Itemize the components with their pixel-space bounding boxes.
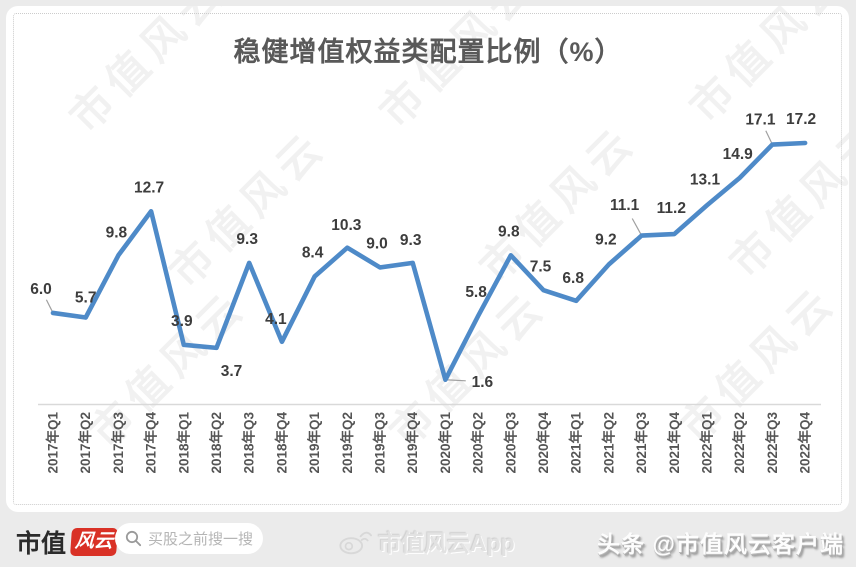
x-axis-tick-label: 2019年Q3 <box>372 412 388 474</box>
data-label: 9.0 <box>366 236 388 253</box>
search-placeholder: 买股之前搜一搜 <box>147 531 253 548</box>
x-axis-tick-label: 2021年Q1 <box>568 412 584 474</box>
weibo-icon <box>339 531 372 555</box>
data-label: 14.9 <box>723 146 754 163</box>
x-axis-tick-label: 2017年Q4 <box>143 412 159 474</box>
line-chart: 6.0 5.7 9.8 12.7 3.9 3.7 9.3 4.1 8.4 10.39.0 9.3 1.… <box>30 111 821 474</box>
data-label: 6.0 <box>30 281 52 298</box>
x-axis-tick-label: 2021年Q4 <box>666 412 682 474</box>
data-label: 3.9 <box>171 313 193 330</box>
app-watermark: 市值风云App <box>338 524 515 558</box>
data-label: 9.3 <box>400 232 422 249</box>
x-axis-tick-label: 2019年Q4 <box>404 412 420 474</box>
series-line <box>50 140 808 383</box>
x-axis-tick-label: 2020年Q3 <box>502 412 518 474</box>
data-label: 9.8 <box>106 224 128 241</box>
x-axis-tick-label: 2022年Q4 <box>797 412 813 474</box>
data-label: 13.1 <box>690 171 721 188</box>
brand-text: 市值 <box>16 531 67 558</box>
data-label: 11.1 <box>610 197 640 214</box>
data-label: 9.8 <box>498 223 520 240</box>
data-label: 1.6 <box>472 374 494 391</box>
x-axis-tick-label: 2018年Q3 <box>241 412 257 474</box>
x-axis-tick-label: 2020年Q2 <box>470 412 486 474</box>
data-label: 5.8 <box>465 284 487 301</box>
chart-card: 市值风云 市值风云 市值风云 市值风云 市值风云 市值风云 市值风云 市值风云 市值风云 <box>6 6 849 512</box>
data-label: 10.3 <box>331 217 362 234</box>
data-label: 11.2 <box>657 200 686 217</box>
x-axis-tick-label: 2018年Q1 <box>175 412 191 474</box>
x-axis-tick-label: 2021年Q2 <box>600 412 616 474</box>
x-axis-tick-label: 2022年Q1 <box>699 412 715 474</box>
x-axis-tick-label: 2022年Q3 <box>764 412 780 474</box>
data-label: 12.7 <box>134 179 164 196</box>
footer-bar: 市值 风云 买股之前搜一搜 市值风云App 头条 @市值风云客户端 <box>0 513 856 567</box>
data-label-leader-line <box>45 299 54 314</box>
data-label-leader-line <box>631 218 643 236</box>
brand-logo: 市值 风云 <box>16 524 118 560</box>
x-axis-tick-label: 2020年Q1 <box>437 412 453 474</box>
data-label: 17.1 <box>745 112 776 129</box>
data-label: 7.5 <box>530 258 552 275</box>
data-label: 5.7 <box>75 290 97 307</box>
x-axis-tick-label: 2022年Q2 <box>731 412 747 474</box>
data-label: 6.8 <box>562 270 584 287</box>
data-label: 3.7 <box>221 363 243 380</box>
x-axis-tick-label: 2019年Q1 <box>306 412 322 474</box>
chart-title: 稳健增值权益类配置比例（%） <box>233 37 623 67</box>
attribution-text: 头条 @市值风云客户端 <box>597 531 844 557</box>
data-label-leader-line <box>765 130 773 145</box>
x-axis-tick-label: 2018年Q4 <box>273 412 289 474</box>
data-label-leader-line <box>445 379 466 382</box>
x-axis-tick-label: 2021年Q3 <box>633 412 649 474</box>
data-label: 9.2 <box>595 232 617 249</box>
data-label: 17.2 <box>786 111 816 128</box>
x-axis-tick-label: 2019年Q2 <box>339 412 355 474</box>
data-label: 4.1 <box>265 311 287 328</box>
brand-badge: 风云 <box>70 528 118 556</box>
x-axis-tick-label: 2017年Q1 <box>45 412 61 474</box>
app-watermark-text: 市值风云App <box>378 530 515 556</box>
data-label: 9.3 <box>236 231 258 248</box>
x-axis-tick-label: 2017年Q3 <box>110 412 126 474</box>
x-axis-tick-label: 2017年Q2 <box>77 412 93 474</box>
search-icon <box>125 530 142 547</box>
search-input[interactable]: 买股之前搜一搜 <box>115 523 263 554</box>
data-label: 8.4 <box>302 245 324 262</box>
x-axis-tick-label: 2020年Q4 <box>535 412 551 474</box>
x-axis-tick-label: 2018年Q2 <box>208 412 224 474</box>
